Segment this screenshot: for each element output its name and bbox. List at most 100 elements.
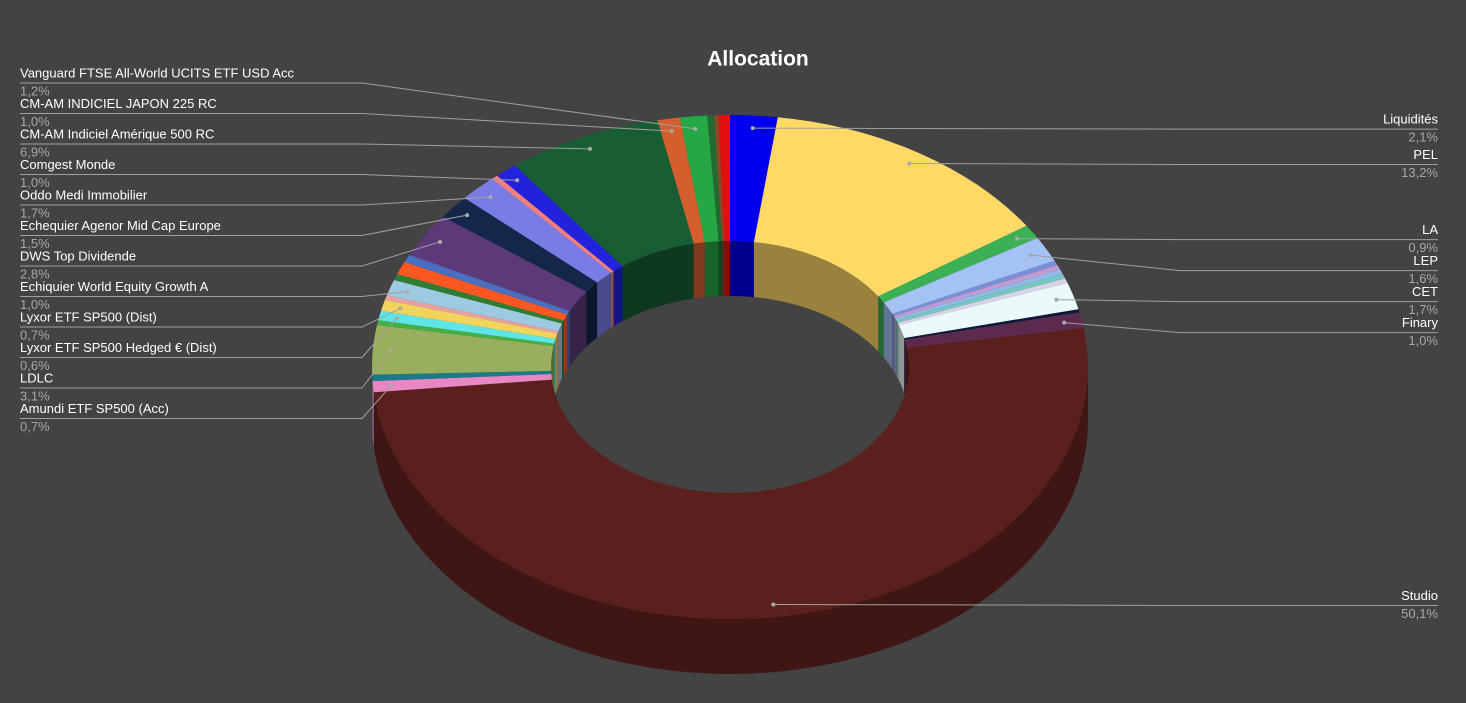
slice: [904, 312, 1084, 348]
inner-wall: [555, 333, 558, 394]
leader-dot: [669, 129, 674, 134]
label-name: Studio: [1401, 588, 1438, 603]
leader-line: [20, 143, 591, 150]
leader-dot: [515, 178, 520, 183]
label-value: 0,7%: [20, 327, 50, 342]
slice: [386, 280, 562, 332]
slice: [384, 295, 559, 334]
label-value: 1,5%: [20, 236, 50, 251]
label-value: 13,2%: [1401, 165, 1438, 180]
slice: [883, 238, 1055, 314]
inner-wall: [892, 313, 894, 372]
label-value: 1,0%: [1408, 333, 1438, 348]
leader-dot: [1062, 320, 1067, 325]
leader-line: [20, 307, 401, 328]
slice: [892, 260, 1058, 317]
leader-line: [20, 174, 518, 181]
slice: [893, 265, 1061, 319]
label-value: 1,0%: [20, 297, 50, 312]
leader-dot: [1015, 236, 1020, 241]
slice: [898, 283, 1079, 339]
leader-dot: [388, 383, 393, 388]
slice: [372, 374, 552, 393]
leader-line: [20, 113, 672, 132]
leader-line: [20, 82, 696, 130]
slice: [442, 197, 598, 292]
inner-wall: [883, 302, 893, 369]
slice: [404, 254, 570, 315]
label-value: 0,9%: [1408, 240, 1438, 255]
slice: [378, 310, 556, 344]
leader-dot: [1054, 297, 1059, 302]
inner-wall: [904, 338, 905, 395]
label-name: Lyxor ETF SP500 (Dist): [20, 309, 157, 324]
label-value: 1,0%: [20, 114, 50, 129]
inner-wall: [553, 343, 555, 401]
slice: [409, 216, 587, 311]
leader-dot: [693, 126, 698, 131]
slice: [397, 262, 568, 321]
leader-dot: [488, 195, 493, 200]
label-value: 2,1%: [1408, 130, 1438, 145]
slice: [394, 274, 564, 324]
label-value: 50,1%: [1401, 606, 1438, 621]
inner-wall: [558, 323, 562, 387]
label-value: 1,2%: [20, 83, 50, 98]
inner-wall: [730, 241, 754, 298]
slice: [377, 320, 555, 346]
slice: [492, 175, 614, 273]
leader-line: [909, 163, 1438, 166]
label-value: 2,8%: [20, 266, 50, 281]
inner-wall: [896, 320, 898, 378]
label-name: Echequier Agenor Mid Cap Europe: [20, 218, 221, 233]
slice: [497, 165, 623, 272]
leader-dot: [395, 316, 400, 321]
label-name: Amundi ETF SP500 (Acc): [20, 401, 169, 416]
leader-dot: [750, 126, 755, 131]
label-value: 0,7%: [20, 419, 50, 434]
inner-wall: [567, 310, 570, 370]
slice: [381, 299, 558, 339]
inner-wall: [563, 314, 568, 376]
leader-dot: [588, 146, 593, 151]
label-name: DWS Top Dividende: [20, 248, 136, 263]
label-value: 3,1%: [20, 388, 50, 403]
slice: [707, 115, 723, 242]
leader-line: [20, 350, 392, 389]
leader-dot: [398, 306, 403, 311]
inner-wall: [898, 325, 905, 394]
leader-line: [20, 291, 408, 297]
inner-wall: [722, 241, 725, 297]
slice: [730, 115, 778, 243]
slice: [895, 269, 1063, 321]
label-value: 6,9%: [20, 144, 50, 159]
slice: [878, 225, 1038, 303]
slice: [372, 370, 552, 382]
slice: [679, 115, 719, 243]
leader-line: [752, 127, 1438, 130]
inner-wall: [597, 272, 612, 338]
label-value: 1,7%: [20, 205, 50, 220]
inner-wall: [613, 266, 623, 327]
label-name: Lyxor ETF SP500 Hedged € (Dist): [20, 340, 217, 355]
leader-dot: [907, 161, 912, 166]
label-name: CM-AM Indiciel Amérique 500 RC: [20, 126, 214, 141]
label-name: Oddo Medi Immobilier: [20, 187, 148, 202]
label-name: Vanguard FTSE All-World UCITS ETF USD Ac…: [20, 65, 295, 80]
walls: [371, 240, 1088, 674]
label-name: CET: [1412, 284, 1438, 299]
slice: [371, 325, 554, 375]
inner-wall: [586, 282, 598, 347]
inner-wall: [897, 322, 899, 381]
inner-wall: [724, 240, 730, 297]
label-name: Finary: [1402, 315, 1439, 330]
leader-line: [20, 385, 392, 419]
inner-wall: [622, 243, 694, 322]
leader-line: [20, 196, 491, 206]
leader-dot: [388, 348, 393, 353]
slice: [657, 117, 705, 244]
inner-wall: [554, 338, 556, 399]
inner-wall: [893, 316, 896, 374]
inner-wall: [557, 331, 559, 389]
leader-dot: [1028, 253, 1033, 258]
